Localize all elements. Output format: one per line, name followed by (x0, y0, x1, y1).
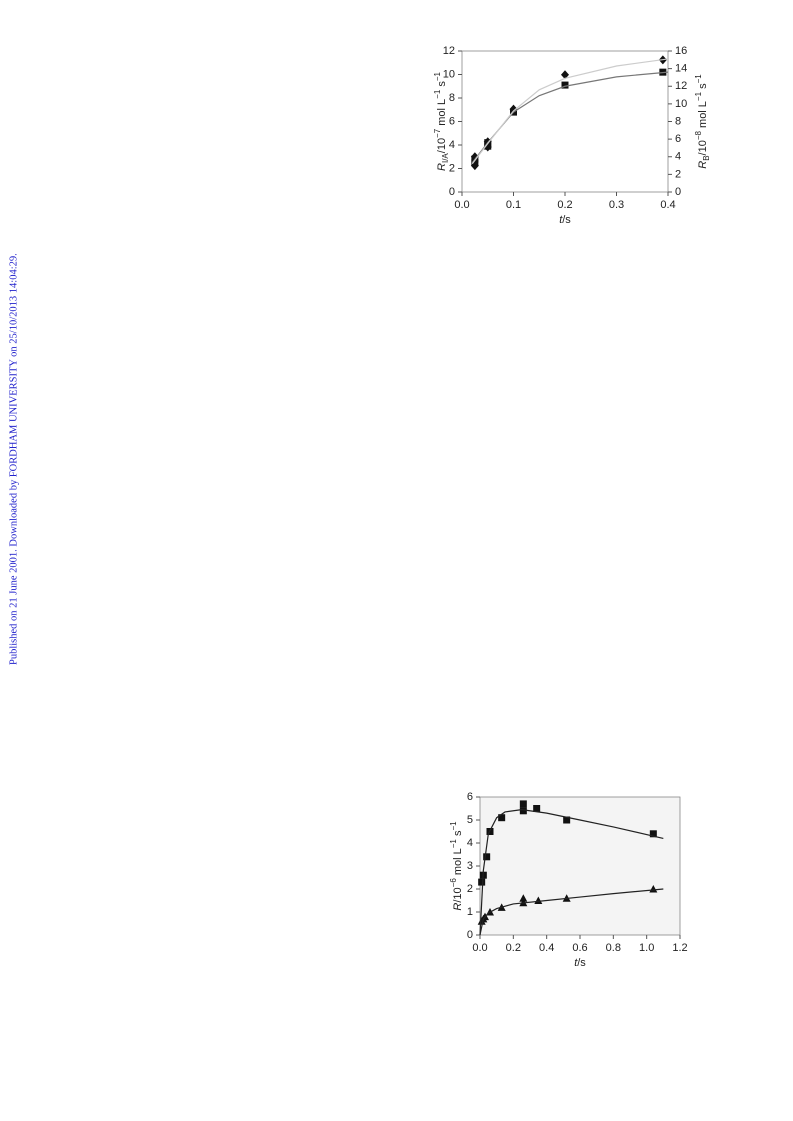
y-axis-label-part: −1 (433, 89, 442, 99)
y-axis-label-part: −1 (433, 71, 442, 81)
y2-tick-label: 8 (675, 115, 681, 127)
y-axis-label-part: R (436, 163, 448, 171)
square-point (519, 807, 527, 815)
y2-axis-label-part: B (702, 155, 711, 160)
x-tick-label: 1.0 (639, 942, 654, 954)
square-point (533, 805, 541, 812)
x-axis-label-part: /s (562, 214, 571, 226)
y-axis-label-part: −1 (449, 839, 458, 849)
square-point (519, 800, 527, 808)
y2-tick-label: 16 (675, 45, 687, 57)
y-tick-label: 0 (467, 929, 473, 941)
y2-tick-label: 2 (675, 168, 681, 180)
y-axis-label-part: −6 (449, 878, 458, 888)
diamond-point (470, 152, 479, 162)
x-tick-label: 0.8 (606, 942, 621, 954)
y2-axis-label-part: /10 (697, 140, 709, 155)
x-tick-label: 0.0 (472, 942, 487, 954)
y-tick-label: 12 (443, 45, 455, 57)
fit-line (479, 888, 664, 936)
y2-axis-label-part: −1 (694, 74, 703, 84)
square-point (478, 878, 486, 886)
triangle-point (519, 894, 528, 902)
y2-axis-label-part: mol L (697, 101, 709, 131)
y-tick-label: 3 (467, 860, 473, 872)
y-axis-label-part: /10 (452, 887, 464, 902)
x-tick-label: 0.6 (572, 942, 587, 954)
x-axis-label-part: t (559, 214, 563, 226)
y2-tick-label: 12 (675, 80, 687, 92)
x-tick-label: 0.4 (660, 199, 675, 211)
fit-line (471, 58, 669, 165)
y-tick-label: 4 (449, 139, 455, 151)
y-tick-label: 5 (467, 814, 473, 826)
y2-axis-label: RB/10−8 mol L−1 s−1 (694, 74, 711, 169)
x-axis-label: t/s (574, 957, 586, 969)
y2-tick-label: 0 (675, 186, 681, 198)
x-tick-label: 0.1 (506, 199, 521, 211)
fit-line (471, 71, 669, 163)
square-point (483, 853, 491, 861)
x-tick-label: 0.4 (539, 942, 554, 954)
x-tick-label: 0.3 (609, 199, 624, 211)
plot-area (479, 796, 681, 936)
y-axis-label-part: mol L (452, 848, 464, 878)
y-axis-label-part: −7 (433, 128, 442, 138)
y2-tick-label: 4 (675, 151, 681, 163)
y-axis-label-part: s (452, 830, 464, 839)
y2-tick-label: 10 (675, 98, 687, 110)
diamond-point (561, 70, 569, 80)
y-axis-label: R/10−6 mol L−1 s−1 (449, 821, 464, 911)
y-tick-label: 8 (449, 92, 455, 104)
y-axis-label-part: /10 (436, 138, 448, 153)
y-axis-label-part: R (452, 903, 464, 911)
y2-tick-label: 6 (675, 133, 681, 145)
x-tick-label: 1.2 (672, 942, 687, 954)
y-axis-label-part: I/A (441, 153, 450, 163)
y2-axis-label-part: s (697, 83, 709, 92)
x-axis-label: t/s (559, 214, 571, 226)
square-point (563, 816, 571, 824)
y-tick-label: 6 (449, 115, 455, 127)
y2-axis-label-part: −8 (694, 130, 703, 140)
y-tick-label: 2 (467, 883, 473, 895)
fit-line (479, 809, 664, 936)
y-tick-label: 6 (467, 791, 473, 803)
y-tick-label: 1 (467, 906, 473, 918)
watermark: Published on 21 June 2001. Downloaded by… (8, 253, 19, 665)
y-tick-label: 0 (449, 186, 455, 198)
x-axis-label-part: /s (577, 957, 586, 969)
x-axis-label-part: t (574, 957, 578, 969)
y2-axis-label-part: R (697, 161, 709, 169)
y-axis-label-part: mol L (436, 99, 448, 129)
y-tick-label: 10 (443, 68, 455, 80)
y2-tick-label: 14 (675, 63, 687, 75)
x-tick-label: 0.2 (506, 942, 521, 954)
y-tick-label: 2 (449, 162, 455, 174)
y-axis-label: RI/A/10−7 mol L−1 s−1 (433, 71, 450, 170)
y-tick-label: 4 (467, 837, 473, 849)
x-tick-label: 0.0 (454, 199, 469, 211)
y-axis-label-part: s (436, 81, 448, 90)
x-tick-label: 0.2 (557, 199, 572, 211)
y2-axis-label-part: −1 (694, 91, 703, 101)
y-axis-label-part: −1 (449, 821, 458, 831)
